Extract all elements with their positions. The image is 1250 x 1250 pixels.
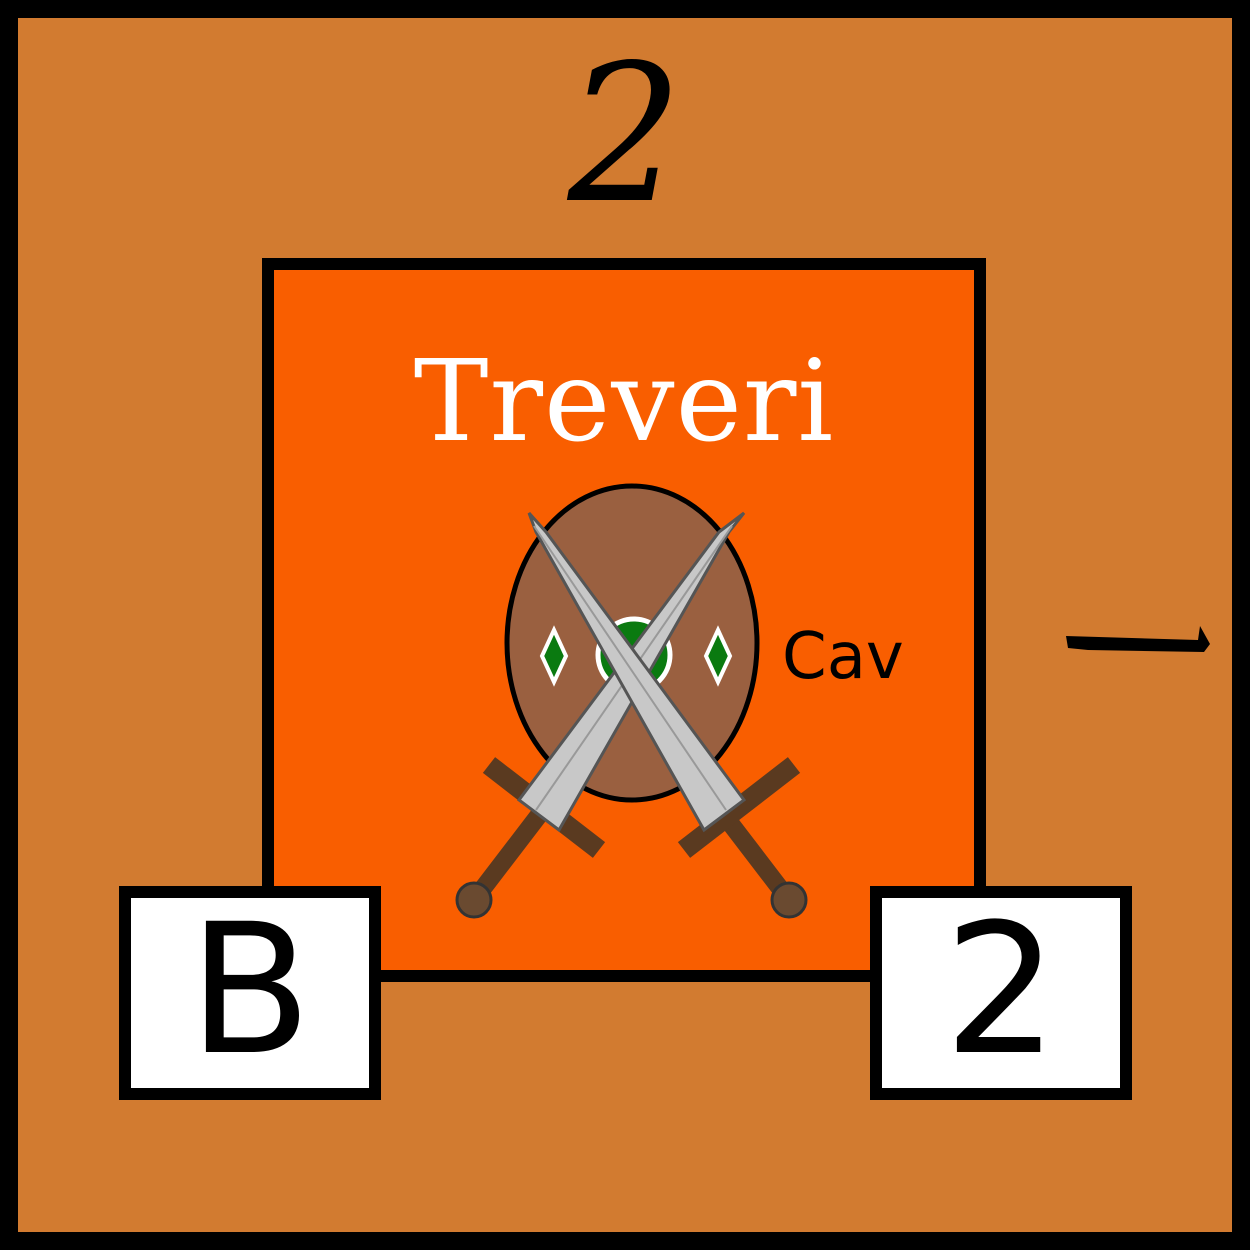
unit-type: Cav xyxy=(782,620,904,694)
shield-crossed-swords-icon xyxy=(455,483,808,919)
left-rating: B xyxy=(188,886,312,1095)
right-value: 2 xyxy=(943,886,1059,1095)
unit-emblem-panel: Treveri Cav xyxy=(262,258,986,982)
shield-gem-right xyxy=(703,625,733,687)
top-value: 2 xyxy=(567,24,683,245)
left-rating-box: B xyxy=(119,886,381,1100)
sword-left-icon xyxy=(527,511,808,919)
movement-dash-icon xyxy=(1066,626,1210,652)
unit-name: Treveri xyxy=(413,337,835,467)
right-value-box: 2 xyxy=(870,886,1132,1100)
shield-gem-left xyxy=(539,625,569,687)
